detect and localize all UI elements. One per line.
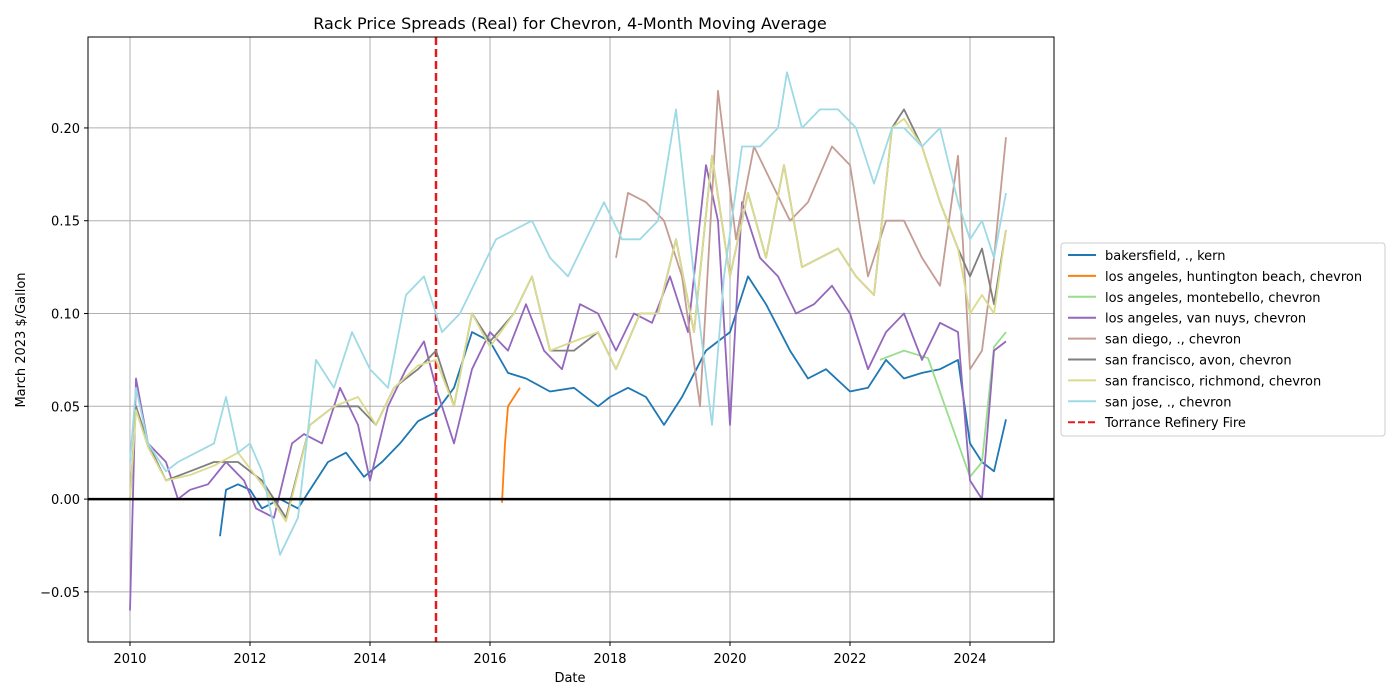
series-line-5 <box>615 89 1007 408</box>
x-axis-ticks: 2010 2012 2014 2016 2018 2020 2022 2024 <box>113 642 987 667</box>
x-tick-label: 2018 <box>593 652 626 667</box>
series-line-7 <box>129 117 1007 523</box>
x-tick-label: 2012 <box>233 652 266 667</box>
legend-label: san francisco, avon, chevron <box>1105 354 1292 369</box>
y-tick-label: −0.05 <box>40 586 80 601</box>
y-tick-label: 0.00 <box>51 493 80 508</box>
legend: bakersfield, ., kern los angeles, hunting… <box>1060 242 1386 437</box>
x-tick-label: 2016 <box>473 652 506 667</box>
x-tick-label: 2010 <box>113 652 146 667</box>
legend-label: Torrance Refinery Fire <box>1104 416 1246 431</box>
x-tick-label: 2024 <box>953 652 986 667</box>
y-tick-label: 0.20 <box>51 122 80 137</box>
x-tick-label: 2020 <box>713 652 746 667</box>
legend-label: san francisco, richmond, chevron <box>1105 374 1321 389</box>
series-line-1 <box>219 275 1007 537</box>
y-axis-ticks: −0.05 0.00 0.05 0.10 0.15 0.20 <box>40 122 88 601</box>
series-line-8 <box>129 71 1007 556</box>
series-line-2 <box>501 387 521 503</box>
y-tick-label: 0.15 <box>51 215 80 230</box>
series-line-4 <box>129 164 1007 611</box>
y-tick-label: 0.10 <box>51 308 80 323</box>
x-tick-label: 2022 <box>833 652 866 667</box>
chart-title: Rack Price Spreads (Real) for Chevron, 4… <box>313 14 826 33</box>
legend-label: san diego, ., chevron <box>1105 333 1241 348</box>
series-line-3 <box>879 331 1007 478</box>
series-layer <box>129 71 1007 611</box>
legend-box <box>1060 242 1386 437</box>
legend-label: los angeles, montebello, chevron <box>1105 291 1321 306</box>
y-tick-label: 0.05 <box>51 400 80 415</box>
x-axis-label: Date <box>554 671 585 686</box>
x-tick-label: 2014 <box>353 652 386 667</box>
plot-frame <box>87 36 1055 643</box>
legend-label: san jose, ., chevron <box>1105 395 1231 410</box>
y-axis-label: March 2023 $/Gallon <box>14 272 29 407</box>
legend-label: los angeles, huntington beach, chevron <box>1105 270 1362 285</box>
legend-label: bakersfield, ., kern <box>1105 249 1226 264</box>
legend-label: los angeles, van nuys, chevron <box>1105 312 1306 327</box>
